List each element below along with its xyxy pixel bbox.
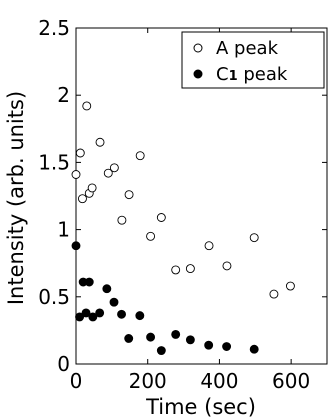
c1-peak-point <box>71 241 81 251</box>
y-axis-label: Intensity (arb. units) <box>4 91 28 305</box>
c1-peak-point <box>146 332 156 342</box>
y-tick-label: 0 <box>57 352 70 376</box>
a-peak-point <box>78 194 87 204</box>
a-peak-point <box>204 241 214 251</box>
a-peak-point <box>109 163 119 173</box>
a-peak-point <box>124 190 134 200</box>
y-tick-label: 1.5 <box>38 150 70 174</box>
legend-label-c1-suffix: peak <box>238 64 288 85</box>
a-peak-point <box>222 261 232 271</box>
a-peak-point <box>95 137 105 147</box>
a-peak-point <box>269 289 279 299</box>
legend-marker-c1-peak <box>193 69 203 79</box>
c1-peak-point <box>204 340 214 350</box>
data-points <box>71 101 295 356</box>
x-tick-label: 400 <box>200 369 238 393</box>
x-tick-label: 200 <box>129 369 167 393</box>
legend-marker-a-peak <box>193 43 203 53</box>
a-peak-point <box>171 265 181 275</box>
a-peak-point <box>285 281 295 291</box>
c1-peak-point <box>124 334 134 343</box>
c1-peak-point <box>222 342 232 351</box>
a-peak-point <box>87 183 97 193</box>
c1-peak-point <box>102 284 112 294</box>
c1-peak-point <box>75 312 85 322</box>
plot-frame <box>75 27 328 365</box>
a-peak-point <box>75 148 85 158</box>
a-peak-point <box>71 170 81 179</box>
c1-peak-point <box>171 329 181 339</box>
a-peak-point <box>103 168 113 178</box>
c1-peak-point <box>185 335 195 345</box>
a-peak-point <box>156 213 166 222</box>
y-tick-label: 2.5 <box>38 16 70 40</box>
c1-peak-point <box>81 308 91 318</box>
c1-peak-point <box>249 344 259 354</box>
legend-label-a-peak: A peak <box>216 38 279 59</box>
a-peak-point <box>82 101 92 111</box>
c1-peak-point <box>95 308 105 318</box>
c1-peak-point <box>117 309 126 319</box>
a-peak-point <box>117 215 127 225</box>
a-peak-point <box>249 233 259 243</box>
x-tick-label: 600 <box>272 369 310 393</box>
legend: A peak C1 peak <box>181 31 325 89</box>
c1-peak-point <box>135 311 145 321</box>
legend-box <box>181 31 325 89</box>
c1-peak-point <box>156 346 166 356</box>
c1-peak-point <box>109 297 119 307</box>
y-tick-label: 2 <box>57 83 70 107</box>
a-peak-point <box>185 264 195 274</box>
legend-label-c1-sub: 1 <box>229 69 238 84</box>
x-tick-label: 0 <box>70 369 83 393</box>
c1-peak-point <box>84 277 94 287</box>
a-peak-point <box>135 151 145 161</box>
y-tick-label: 1 <box>57 218 70 242</box>
legend-label-c1-peak: C1 peak <box>216 64 288 85</box>
y-tick-label: 0.5 <box>38 285 70 309</box>
axis-ticks <box>75 27 327 365</box>
axis-tick-labels: 0 200 400 600 0 0.5 1 1.5 2 2.5 <box>38 16 310 393</box>
x-axis-label: Time (sec) <box>145 395 256 419</box>
c1-peak-point <box>88 312 98 322</box>
legend-label-c1-prefix: C <box>216 64 229 85</box>
a-peak-point <box>146 231 156 241</box>
